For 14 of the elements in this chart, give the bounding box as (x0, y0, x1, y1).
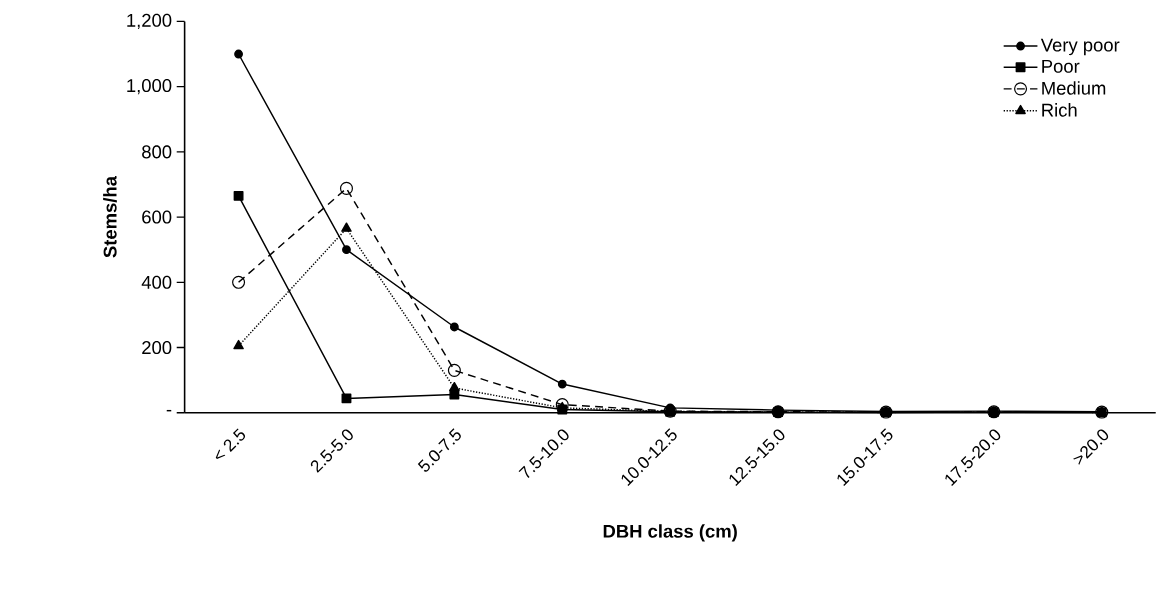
y-tick-label: - (166, 409, 172, 412)
y-tick-label: 400 (141, 275, 172, 289)
y-tick-label: 800 (142, 145, 172, 159)
x-axis-title: DBH class (cm) (603, 524, 737, 542)
y-tick-label: 600 (142, 210, 172, 224)
y-tick-label: 1,000 (127, 79, 172, 95)
legend-label: Medium (1042, 81, 1106, 95)
y-tick-label: 200 (142, 341, 172, 355)
legend-label: Very poor (1040, 38, 1120, 56)
y-axis-title: Stems/ha (103, 176, 117, 258)
legend-label: Poor (1042, 59, 1080, 73)
y-tick-label: 1,200 (127, 13, 172, 30)
legend-label: Rich (1042, 103, 1077, 117)
x-tick-label: < 2.5 (215, 428, 246, 460)
